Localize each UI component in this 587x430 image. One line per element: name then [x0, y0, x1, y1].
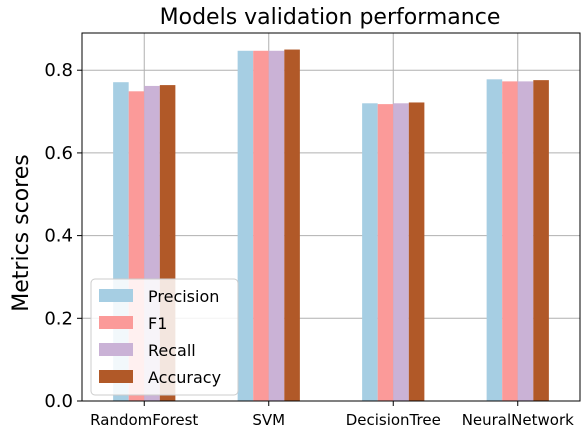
legend-label-accuracy: Accuracy	[148, 368, 221, 387]
legend-swatch-f1	[99, 316, 133, 329]
bar-recall-neuralnetwork	[517, 81, 534, 401]
legend-label-precision: Precision	[148, 287, 219, 306]
bar-recall-decisiontree	[393, 103, 409, 401]
y-tick-label: 0.8	[44, 60, 73, 81]
y-tick-label: 0.6	[44, 143, 73, 164]
x-tick-label: NeuralNetwork	[462, 411, 574, 429]
legend-swatch-precision	[99, 289, 133, 302]
bar-recall-svm	[268, 50, 285, 401]
bar-precision-decisiontree	[362, 103, 378, 401]
x-axis-ticks: RandomForest SVM DecisionTree NeuralNetwork	[90, 401, 574, 429]
y-tick-label: 0.2	[44, 308, 73, 329]
legend-swatch-accuracy	[99, 370, 133, 383]
legend-swatch-recall	[99, 343, 133, 356]
bar-precision-svm	[237, 50, 254, 401]
x-tick-label: DecisionTree	[346, 411, 441, 429]
x-tick-label: RandomForest	[90, 411, 198, 429]
y-tick-label: 0.4	[44, 226, 73, 247]
bar-accuracy-svm	[284, 49, 300, 401]
bar-f1-svm	[253, 50, 269, 401]
legend-label-recall: Recall	[148, 341, 196, 360]
legend-box	[90, 278, 239, 396]
bar-precision-neuralnetwork	[486, 79, 503, 401]
y-axis-label: Metrics scores	[9, 154, 34, 311]
bar-f1-neuralnetwork	[502, 81, 518, 401]
plot-frame	[81, 32, 581, 402]
bar-accuracy-neuralnetwork	[533, 80, 549, 401]
y-axis-ticks: 0.0 0.2 0.4 0.6 0.8	[44, 60, 82, 412]
legend: Precision F1 Recall Accuracy	[90, 278, 239, 396]
legend-label-f1: F1	[148, 314, 167, 333]
y-tick-label: 0.0	[44, 391, 73, 412]
bar-accuracy-decisiontree	[408, 102, 425, 401]
chart-title: Models validation performance	[160, 5, 501, 30]
x-tick-label: SVM	[252, 411, 285, 429]
bar-f1-decisiontree	[377, 104, 394, 401]
